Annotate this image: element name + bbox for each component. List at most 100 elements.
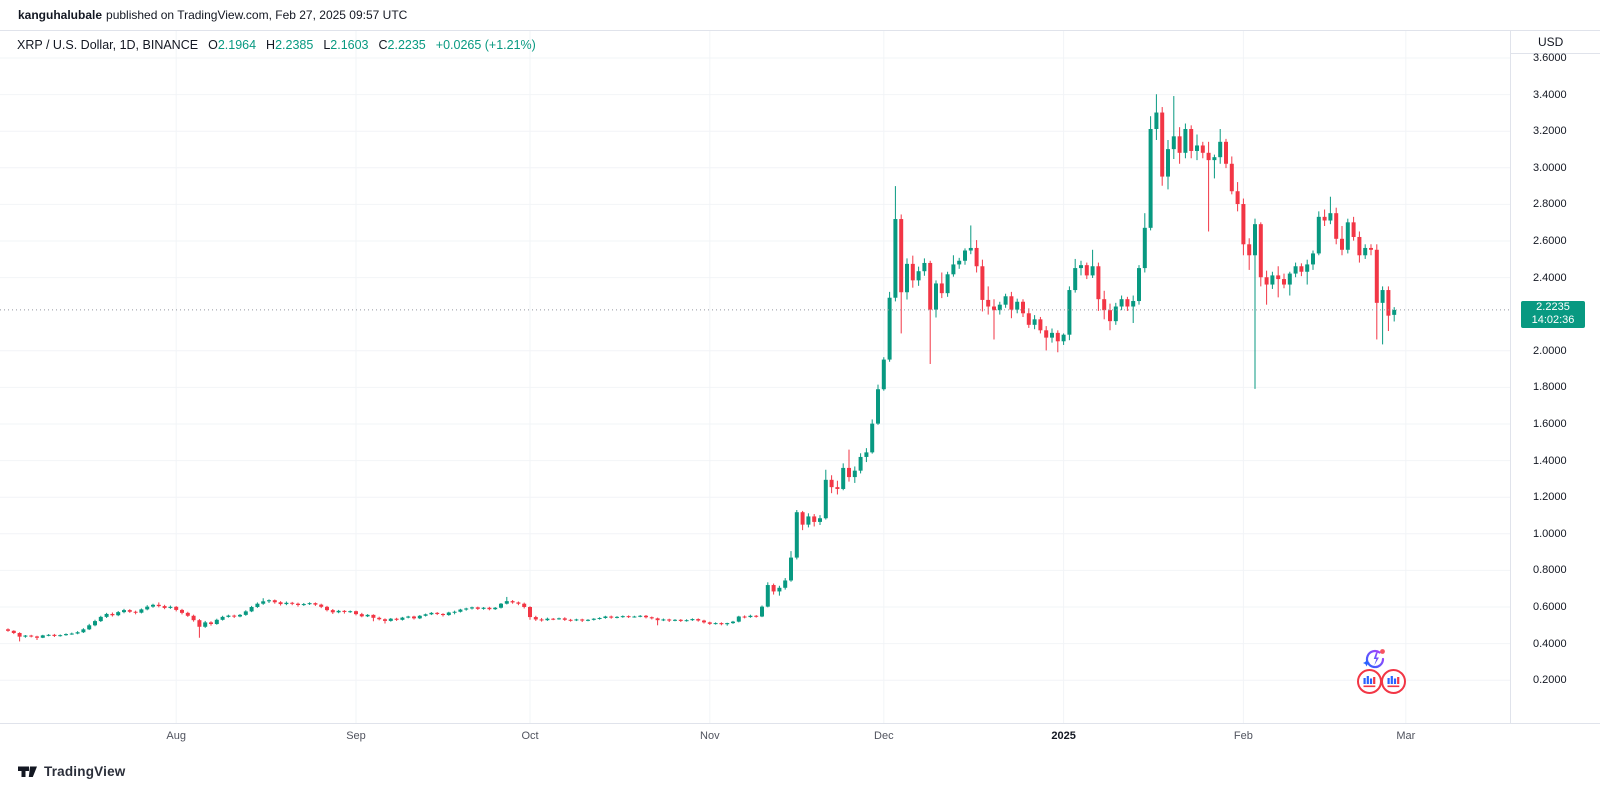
candle <box>574 619 579 621</box>
candle <box>591 618 596 620</box>
candle <box>313 603 318 605</box>
candle <box>934 283 938 310</box>
candle <box>1021 301 1025 314</box>
candle <box>452 611 457 613</box>
candle <box>696 619 701 621</box>
candle <box>75 632 80 634</box>
candle <box>162 606 167 608</box>
candle <box>127 610 132 612</box>
candle <box>818 518 822 522</box>
candle <box>539 619 544 621</box>
candle <box>864 452 869 457</box>
candle <box>249 607 254 612</box>
candle <box>992 306 996 311</box>
candle <box>1311 253 1315 265</box>
price-tick-label: 1.0000 <box>1533 527 1567 540</box>
candle <box>156 604 161 607</box>
candle <box>1386 290 1391 316</box>
price-tick-label: 1.6000 <box>1533 418 1567 430</box>
candle <box>1224 141 1228 164</box>
candle <box>1357 236 1362 256</box>
candle <box>1183 129 1188 153</box>
candle <box>1200 145 1205 153</box>
lightning-refresh-icon[interactable] <box>1362 646 1388 672</box>
ohlc-high: H2.2385 <box>266 38 314 52</box>
candle <box>122 610 126 613</box>
candle <box>359 614 364 617</box>
candle <box>725 623 730 625</box>
candle <box>1171 136 1176 150</box>
candle <box>64 634 68 636</box>
price-axis[interactable]: USD 2.2235 14:02:36 3.6000 3.4000 3.2000 3.… <box>1510 31 1600 723</box>
candle <box>887 297 892 360</box>
candle <box>1340 238 1344 250</box>
candle <box>475 607 480 609</box>
candle <box>974 247 979 267</box>
candle <box>1345 222 1350 250</box>
currency-tab[interactable]: USD <box>1511 31 1600 54</box>
candle <box>841 467 846 489</box>
tradingview-logo-icon[interactable] <box>18 764 37 779</box>
candle <box>1137 268 1141 302</box>
time-axis[interactable]: Aug Sep Oct Nov Dec 2025 Feb Mar <box>0 723 1600 749</box>
candle <box>377 617 382 620</box>
candle <box>597 617 602 619</box>
candle <box>1154 112 1159 130</box>
candle <box>145 606 150 610</box>
candle <box>435 612 440 614</box>
candle <box>174 606 179 610</box>
candle <box>736 616 741 622</box>
candle <box>406 616 411 618</box>
candle <box>905 263 909 293</box>
candle <box>296 603 300 605</box>
candle <box>1253 224 1257 256</box>
price-tick-label: 3.4000 <box>1533 88 1567 101</box>
candle <box>673 619 677 621</box>
candle <box>626 616 631 618</box>
candle <box>243 611 248 615</box>
candle <box>1009 296 1014 310</box>
candle <box>713 623 718 625</box>
candle <box>916 271 921 281</box>
candle <box>928 262 933 310</box>
tradingview-logo-text[interactable]: TradingView <box>44 763 126 779</box>
candle <box>93 621 97 626</box>
candle <box>870 423 875 453</box>
candle <box>1235 191 1240 205</box>
candle <box>284 602 289 605</box>
candle <box>1119 299 1124 307</box>
price-tick-label: 2.4000 <box>1533 271 1567 284</box>
candle <box>957 260 962 265</box>
candle <box>423 614 428 616</box>
candle <box>1351 222 1356 237</box>
candlestick-chart[interactable] <box>0 31 1510 723</box>
candle <box>1218 141 1223 158</box>
candle <box>458 609 463 612</box>
candle <box>220 616 225 620</box>
chart-event-badge-icon[interactable] <box>1356 668 1383 695</box>
candle <box>110 613 115 616</box>
candle <box>487 607 492 610</box>
candle <box>1299 266 1304 272</box>
candle <box>1125 299 1130 307</box>
candle <box>133 611 138 613</box>
candle <box>481 607 486 609</box>
candle <box>441 613 445 616</box>
price-tick-label: 3.2000 <box>1533 125 1567 138</box>
symbol-title[interactable]: XRP / U.S. Dollar, 1D, BINANCE <box>17 38 199 52</box>
chart-event-badge-icon[interactable] <box>1380 668 1407 695</box>
candle <box>690 619 695 621</box>
candle <box>829 479 834 488</box>
symbol-header: XRP / U.S. Dollar, 1D, BINANCE O2.1964 H… <box>17 38 536 52</box>
candle <box>1369 247 1373 250</box>
time-axis-label: Dec <box>874 730 894 742</box>
candle <box>1061 334 1066 342</box>
candle <box>197 620 202 627</box>
candle <box>290 602 295 604</box>
price-tick-label: 0.6000 <box>1533 601 1567 613</box>
candle <box>1316 216 1321 254</box>
candle <box>551 618 556 620</box>
candle <box>876 389 880 424</box>
candle <box>533 617 538 620</box>
candle <box>568 619 573 621</box>
